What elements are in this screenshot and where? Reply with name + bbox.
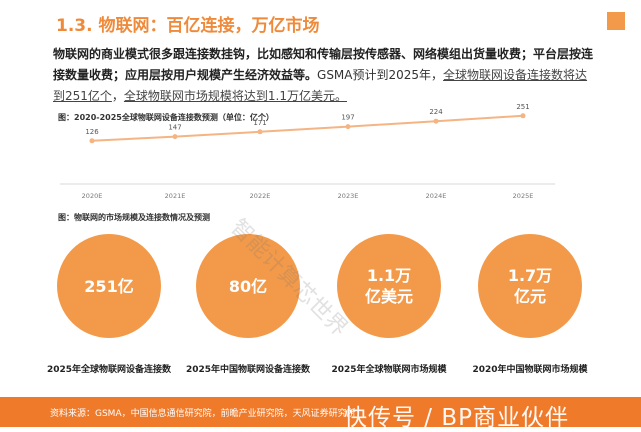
data-point [172, 134, 178, 140]
intro-text-1: GSMA预计到2025年， [317, 68, 444, 82]
data-point [520, 113, 526, 119]
connections-line-chart: 126 2020E 147 2021E 171 2022E 197 2023E 224 2024E… [60, 103, 555, 200]
source-text: 资料来源：GSMA，中国信息通信研究院，前瞻产业研究院，天风证券研究所 [50, 409, 356, 419]
intro-underline-1: 全球物联网设备连接数将达到251亿个 [53, 68, 588, 103]
data-label: 126 [85, 128, 99, 136]
stat-label: 2025年中国物联网设备连接数 [185, 365, 311, 375]
intro-text-2: ， [111, 89, 124, 103]
stat-circle: 1.7万 亿元 [478, 234, 582, 338]
x-tick-label: 2024E [426, 192, 447, 200]
series-line [91, 114, 524, 142]
stat-label: 2020年中国物联网市场规模 [472, 365, 588, 375]
intro-underline-2: 全球物联网市场规模将达到1.1万亿美元。 [123, 89, 348, 103]
intro-paragraph: 物联网的商业模式很多跟连接数挂钩，比如感知和传输层按传感器、网络模组出货量收费；… [53, 44, 598, 107]
x-tick-label: 2023E [338, 192, 359, 200]
x-tick-label: 2021E [165, 192, 186, 200]
data-label: 224 [429, 108, 443, 116]
stat-value: 1.7万 亿元 [507, 266, 553, 306]
data-point [89, 138, 95, 144]
stat-label: 2025年全球物联网设备连接数 [46, 365, 172, 375]
x-tick-label: 2020E [82, 192, 103, 200]
data-point [257, 129, 263, 135]
data-label: 171 [253, 119, 266, 127]
intro-bold-text: 物联网的商业模式很多跟连接数挂钩，比如感知和传输层按传感器、网络模组出货量收费；… [53, 47, 594, 82]
data-label: 251 [516, 103, 529, 111]
x-tick-label: 2025E [513, 192, 534, 200]
circles-caption: 图：物联网的市场规模及连接数情况及预测 [58, 213, 210, 222]
stat-label: 2025年全球物联网市场规模 [331, 365, 447, 375]
stat-circle: 1.1万 亿美元 [337, 234, 441, 338]
stat-value: 1.1万 亿美元 [364, 266, 413, 306]
page-title: 1.3. 物联网：百亿连接，万亿市场 [56, 16, 320, 36]
data-point [433, 118, 439, 124]
chart-caption: 图：2020-2025全球物联网设备连接数预测（单位：亿个） [58, 113, 274, 122]
stat-circle: 80亿 [196, 234, 300, 338]
x-tick-label: 2022E [250, 192, 271, 200]
corner-badge [607, 12, 625, 30]
stat-value: 251亿 [84, 276, 134, 296]
stat-value: 80亿 [228, 276, 268, 296]
data-label: 147 [168, 124, 181, 132]
footer-bar [0, 397, 641, 427]
stat-circle: 251亿 [57, 234, 161, 338]
data-label: 197 [341, 114, 354, 122]
data-point [345, 124, 351, 130]
